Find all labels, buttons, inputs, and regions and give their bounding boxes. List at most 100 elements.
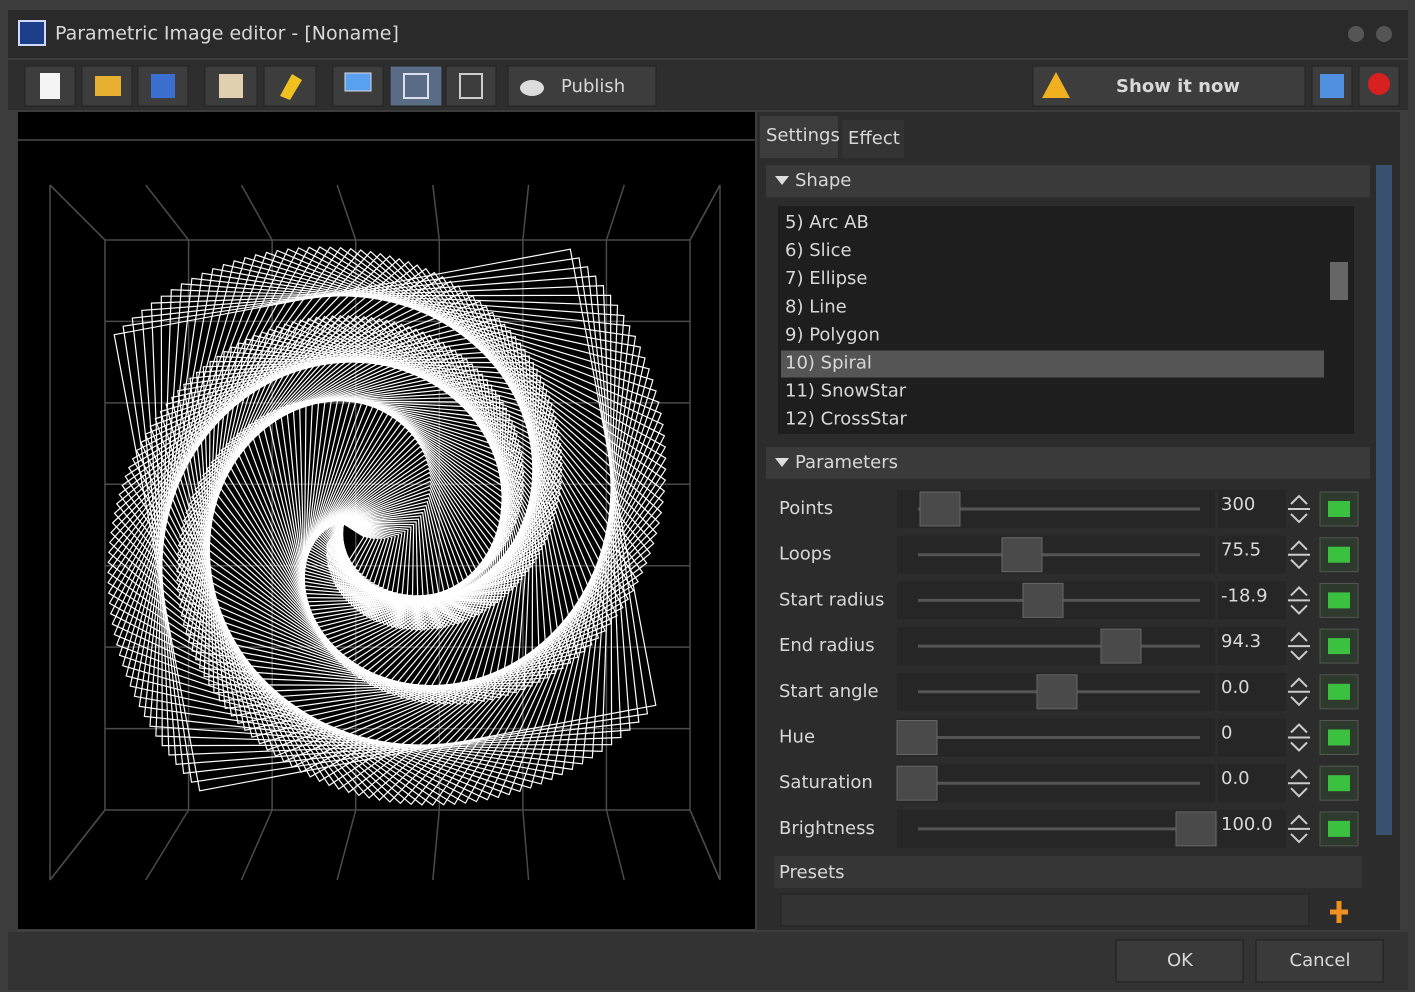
save-button[interactable] <box>137 65 189 107</box>
icon <box>344 72 372 92</box>
shape-item[interactable]: 12) CrossStar <box>785 409 908 430</box>
grid-line <box>689 184 721 241</box>
shape-item[interactable]: 7) Ellipse <box>785 268 867 289</box>
parameter-rows: Points 300 Loops 75.5 Start radius -18.9 End r… <box>779 490 1359 848</box>
title-bar <box>8 10 1408 58</box>
spiral-square <box>340 515 429 604</box>
icon <box>520 80 544 96</box>
icon <box>1320 74 1344 98</box>
icon <box>1042 72 1070 98</box>
random-icon <box>1328 820 1350 837</box>
grid-line <box>49 809 106 881</box>
spiral-square <box>215 331 548 664</box>
publish-label: Publish <box>561 76 625 97</box>
value-box[interactable] <box>1218 809 1286 848</box>
tab-settings[interactable] <box>760 116 838 158</box>
value-box[interactable] <box>1218 627 1286 666</box>
spinner[interactable] <box>1288 723 1310 752</box>
spiral-square <box>197 321 556 679</box>
window-button[interactable] <box>1348 26 1364 42</box>
show-now-button[interactable] <box>1032 65 1306 107</box>
spinner[interactable] <box>1288 540 1310 570</box>
shape-item[interactable]: 9) Polygon <box>785 324 880 345</box>
spiral-square <box>323 450 504 630</box>
presets-box[interactable] <box>780 893 1310 927</box>
icon <box>280 74 302 100</box>
spiral-square <box>260 363 526 629</box>
spinner[interactable] <box>1288 585 1310 615</box>
param-value: 300 <box>1221 494 1255 515</box>
window-button[interactable] <box>1376 26 1392 42</box>
value-box[interactable] <box>1218 718 1286 757</box>
spiral-square <box>115 260 652 797</box>
scrollbar[interactable] <box>1376 165 1392 835</box>
shape-item[interactable]: 10) Spiral <box>785 353 872 374</box>
spiral-square <box>326 521 365 561</box>
grid-line <box>522 809 530 881</box>
spinner[interactable] <box>1288 494 1310 524</box>
shape-item[interactable]: 8) Line <box>785 296 847 317</box>
spiral-square <box>330 522 397 589</box>
shape-items: 5) Arc AB 6) Slice 7) Ellipse 8) Line 9) Pol… <box>781 212 1324 430</box>
list-scroll-thumb[interactable] <box>1330 262 1348 300</box>
spiral-square <box>340 522 415 597</box>
spiral-square <box>292 390 510 607</box>
spinner[interactable] <box>1288 631 1310 661</box>
section-header[interactable] <box>766 447 1370 479</box>
icon <box>1368 73 1390 95</box>
spinner[interactable] <box>1288 677 1310 707</box>
spiral-square <box>131 266 640 774</box>
value-box[interactable] <box>1218 535 1286 574</box>
spinner[interactable] <box>1288 768 1310 798</box>
slider-thumb[interactable] <box>1036 674 1078 710</box>
expander <box>775 176 789 185</box>
spiral-square <box>327 463 493 628</box>
grid-button[interactable] <box>389 65 443 107</box>
value-box[interactable] <box>1218 490 1286 528</box>
window-title: Parametric Image editor - [Noname] <box>55 23 399 45</box>
spiral-square <box>125 260 650 785</box>
param-name: End radius <box>779 635 875 656</box>
spiral-square <box>328 467 488 627</box>
spiral-square <box>305 405 525 625</box>
random-button[interactable] <box>1319 491 1359 527</box>
add-preset[interactable] <box>1330 901 1348 923</box>
spiral-square <box>225 337 544 656</box>
icon <box>403 73 429 99</box>
slider-thumb[interactable] <box>896 720 938 755</box>
slider-thumb[interactable] <box>919 491 961 527</box>
new-button[interactable] <box>24 65 76 107</box>
spiral-square <box>324 454 500 630</box>
selected-row <box>781 350 1324 378</box>
tab-effect[interactable] <box>842 120 904 158</box>
spinner[interactable] <box>1288 814 1310 844</box>
spiral-square <box>330 471 484 626</box>
random-button[interactable] <box>1319 811 1359 847</box>
shape-item[interactable]: 11) SnowStar <box>785 381 907 402</box>
value-box[interactable] <box>1218 764 1286 803</box>
shape-item[interactable]: 6) Slice <box>785 240 852 261</box>
param-name: Start radius <box>779 589 884 610</box>
spiral-square <box>121 256 654 789</box>
spiral-square <box>335 493 461 618</box>
random-icon <box>1328 683 1350 700</box>
value-box[interactable] <box>1218 672 1286 711</box>
cancel-button[interactable] <box>1255 939 1384 983</box>
grid-line <box>432 184 441 241</box>
spiral-square <box>336 497 456 616</box>
slider-thumb[interactable] <box>1175 811 1217 847</box>
slider-thumb[interactable] <box>1001 537 1043 573</box>
slider-thumb[interactable] <box>896 765 938 801</box>
spiral-square <box>311 419 522 630</box>
grid-line <box>145 184 190 241</box>
frame-button[interactable] <box>445 65 497 107</box>
shape-item[interactable]: 5) Arc AB <box>785 212 869 233</box>
value-box[interactable] <box>1218 581 1286 620</box>
spiral-square <box>326 458 496 629</box>
slider-thumb[interactable] <box>1022 582 1064 618</box>
ok-button[interactable] <box>1115 939 1244 983</box>
icon <box>219 74 243 98</box>
spiral-square <box>191 317 559 686</box>
section-header[interactable] <box>766 165 1370 197</box>
slider-thumb[interactable] <box>1100 628 1142 664</box>
